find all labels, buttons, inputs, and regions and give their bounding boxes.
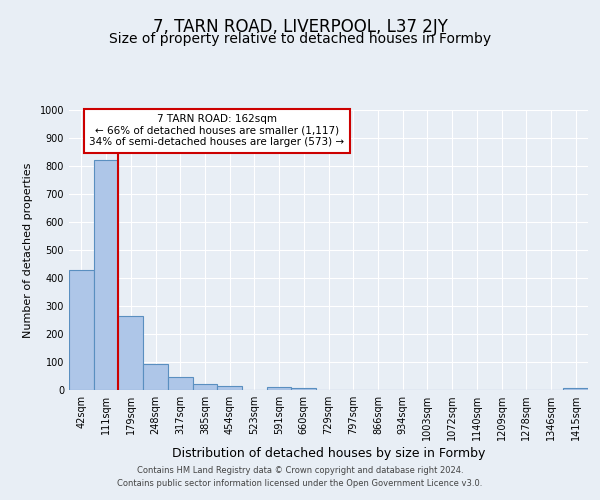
Text: Size of property relative to detached houses in Formby: Size of property relative to detached ho… bbox=[109, 32, 491, 46]
Bar bbox=[143, 364, 168, 390]
Text: Contains HM Land Registry data © Crown copyright and database right 2024.
Contai: Contains HM Land Registry data © Crown c… bbox=[118, 466, 482, 487]
Bar bbox=[292, 388, 316, 390]
Bar bbox=[563, 388, 588, 390]
Bar bbox=[69, 270, 94, 390]
Y-axis label: Number of detached properties: Number of detached properties bbox=[23, 162, 32, 338]
X-axis label: Distribution of detached houses by size in Formby: Distribution of detached houses by size … bbox=[172, 448, 485, 460]
Bar bbox=[217, 386, 242, 390]
Text: 7, TARN ROAD, LIVERPOOL, L37 2JY: 7, TARN ROAD, LIVERPOOL, L37 2JY bbox=[152, 18, 448, 36]
Bar bbox=[94, 160, 118, 390]
Text: 7 TARN ROAD: 162sqm
← 66% of detached houses are smaller (1,117)
34% of semi-det: 7 TARN ROAD: 162sqm ← 66% of detached ho… bbox=[89, 114, 344, 148]
Bar bbox=[267, 387, 292, 390]
Bar bbox=[118, 316, 143, 390]
Bar bbox=[168, 376, 193, 390]
Bar bbox=[193, 384, 217, 390]
